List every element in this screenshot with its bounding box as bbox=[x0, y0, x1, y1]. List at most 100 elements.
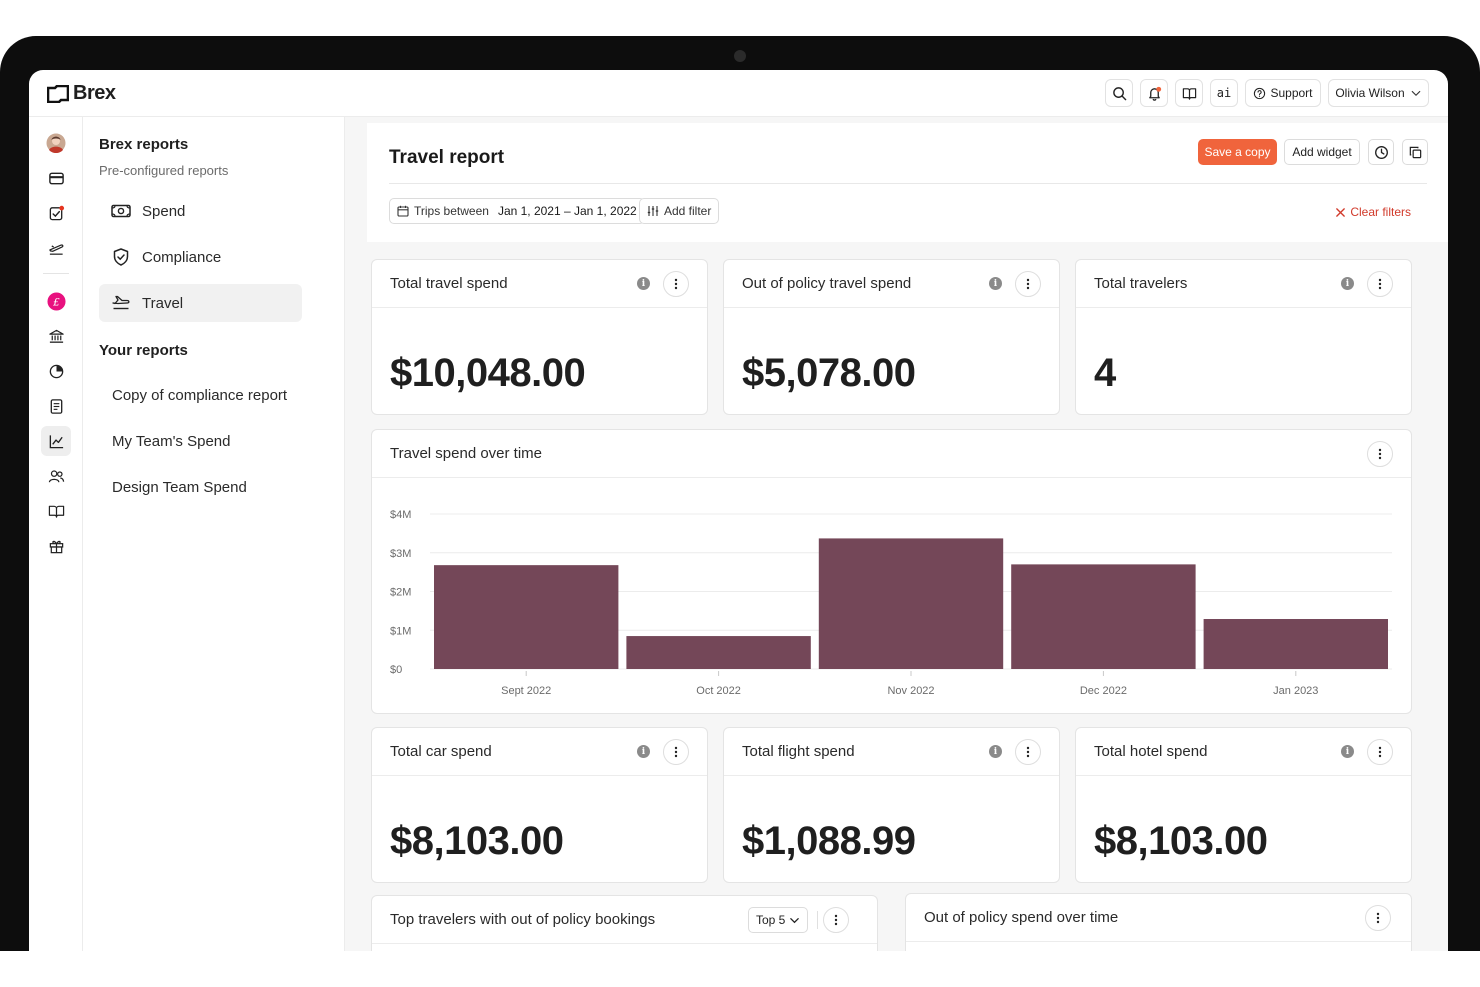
rail-accounting[interactable]: £ bbox=[41, 286, 71, 316]
guides-button[interactable] bbox=[1175, 79, 1203, 107]
brand-logo[interactable]: Brex bbox=[47, 82, 116, 105]
nav-item-design-team-spend[interactable]: Design Team Spend bbox=[99, 468, 302, 506]
rail-banking[interactable] bbox=[41, 321, 71, 351]
nav-item-compliance[interactable]: Compliance bbox=[99, 238, 302, 276]
ai-label: ai bbox=[1216, 86, 1232, 100]
duplicate-button[interactable] bbox=[1402, 139, 1428, 165]
add-widget-button[interactable]: Add widget bbox=[1284, 139, 1360, 165]
bank-icon bbox=[48, 329, 64, 343]
rail-guides[interactable] bbox=[41, 496, 71, 526]
rail-reports[interactable] bbox=[41, 426, 71, 456]
x-tick-label: Oct 2022 bbox=[696, 685, 741, 697]
rail-tasks[interactable] bbox=[41, 198, 71, 228]
user-name: Olivia Wilson bbox=[1335, 86, 1405, 100]
calendar-icon bbox=[397, 205, 409, 217]
camera bbox=[734, 50, 746, 62]
card-menu-button[interactable] bbox=[1367, 271, 1393, 297]
clear-filters-button[interactable]: Clear filters bbox=[1335, 205, 1411, 219]
book-open-icon bbox=[1182, 87, 1196, 100]
task-check-icon bbox=[49, 205, 64, 220]
guide-book-icon bbox=[48, 505, 64, 518]
bar bbox=[818, 538, 1004, 669]
nav-item-copy-compliance[interactable]: Copy of compliance report bbox=[99, 376, 302, 414]
info-icon[interactable]: i bbox=[1341, 745, 1354, 758]
avatar[interactable] bbox=[41, 128, 71, 158]
rail-rewards[interactable] bbox=[41, 531, 71, 561]
card-menu-button[interactable] bbox=[663, 739, 689, 765]
report-canvas: Travel report Save a copy Add widget Tri… bbox=[345, 117, 1448, 951]
add-widget-label: Add widget bbox=[1292, 145, 1352, 159]
search-button[interactable] bbox=[1105, 79, 1133, 107]
card-title: Out of policy travel spend bbox=[742, 275, 912, 292]
nav-item-spend[interactable]: Spend bbox=[99, 192, 302, 230]
brex-logo-icon bbox=[47, 84, 69, 103]
card-menu-button[interactable] bbox=[1015, 271, 1041, 297]
metric-card-total-hotel-spend: Total hotel spend i $8,103.00 bbox=[1075, 727, 1412, 883]
brex-reports-heading: Brex reports bbox=[99, 136, 189, 153]
bar bbox=[626, 636, 811, 669]
rail-travel[interactable] bbox=[41, 233, 71, 263]
filter-prefix: Trips between bbox=[414, 204, 489, 218]
info-icon[interactable]: i bbox=[1341, 277, 1354, 290]
card-menu-button[interactable] bbox=[663, 271, 689, 297]
ai-assistant-button[interactable]: ai bbox=[1210, 79, 1238, 107]
reports-chart-icon bbox=[49, 434, 63, 448]
top-count-value: Top 5 bbox=[756, 913, 786, 927]
bar bbox=[1203, 619, 1388, 669]
y-tick-label: $4M bbox=[390, 509, 411, 521]
date-filter-chip[interactable]: Trips between Jan 1, 2021 – Jan 1, 2022 bbox=[389, 198, 645, 224]
history-button[interactable] bbox=[1368, 139, 1394, 165]
info-icon[interactable]: i bbox=[989, 745, 1002, 758]
nav-item-label: Spend bbox=[142, 202, 186, 220]
rail-cards[interactable] bbox=[41, 163, 71, 193]
filter-sliders-icon bbox=[647, 206, 659, 216]
clock-icon bbox=[1374, 145, 1388, 159]
info-icon[interactable]: i bbox=[637, 277, 650, 290]
y-tick-label: $0 bbox=[390, 664, 402, 676]
metric-value: $1,088.99 bbox=[742, 819, 916, 863]
more-vertical-icon bbox=[1026, 278, 1030, 290]
top-count-select[interactable]: Top 5 bbox=[748, 907, 809, 933]
info-icon[interactable]: i bbox=[989, 277, 1002, 290]
more-vertical-icon bbox=[1378, 746, 1382, 758]
card-menu-button[interactable] bbox=[1367, 739, 1393, 765]
report-header: Travel report Save a copy Add widget Tri… bbox=[367, 123, 1448, 242]
plane-icon bbox=[112, 295, 130, 310]
metric-card-total-car-spend: Total car spend i $8,103.00 bbox=[371, 727, 708, 883]
card-menu-button[interactable] bbox=[823, 907, 849, 933]
notifications-button[interactable] bbox=[1140, 79, 1168, 107]
card-menu-button[interactable] bbox=[1367, 441, 1393, 467]
rail-divider bbox=[43, 273, 69, 274]
info-icon[interactable]: i bbox=[637, 745, 650, 758]
card-title: Total travelers bbox=[1094, 275, 1188, 292]
svg-text:£: £ bbox=[52, 296, 60, 308]
card-header: Total travelers i bbox=[1076, 260, 1411, 308]
user-menu-button[interactable]: Olivia Wilson bbox=[1328, 79, 1429, 107]
rail-documents[interactable] bbox=[41, 391, 71, 421]
support-label: Support bbox=[1270, 86, 1313, 100]
add-filter-button[interactable]: Add filter bbox=[639, 198, 720, 224]
card-title: Top travelers with out of policy booking… bbox=[390, 911, 656, 928]
card-header: Out of policy travel spend i bbox=[724, 260, 1059, 308]
card-title: Travel spend over time bbox=[390, 445, 543, 462]
nav-item-my-team-spend[interactable]: My Team's Spend bbox=[99, 422, 302, 460]
copy-icon bbox=[1409, 146, 1421, 158]
card-menu-button[interactable] bbox=[1365, 905, 1391, 931]
save-copy-button[interactable]: Save a copy bbox=[1198, 139, 1277, 165]
card-header: Total flight spend i bbox=[724, 728, 1059, 776]
nav-item-label: Compliance bbox=[142, 248, 222, 266]
travel-spend-bar-chart: $0 $1M $2M $3M $4M Sept 2022 Oct 2022 Nov 2022 D… bbox=[390, 509, 1392, 697]
card-menu-button[interactable] bbox=[1015, 739, 1041, 765]
card-title: Total hotel spend bbox=[1094, 743, 1208, 760]
accounting-icon: £ bbox=[46, 291, 66, 311]
more-vertical-icon bbox=[1376, 912, 1380, 924]
support-button[interactable]: Support bbox=[1245, 79, 1321, 107]
y-tick-label: $2M bbox=[390, 587, 411, 599]
rail-team[interactable] bbox=[41, 461, 71, 491]
nav-item-travel[interactable]: Travel bbox=[99, 284, 302, 322]
app-window: Brex ai Support Olivia Wilson bbox=[29, 70, 1448, 951]
metric-value: $5,078.00 bbox=[742, 351, 916, 395]
rail-budgets[interactable] bbox=[41, 356, 71, 386]
card-title: Out of policy spend over time bbox=[924, 909, 1119, 926]
metric-card-total-travel-spend: Total travel spend i $10,048.00 bbox=[371, 259, 708, 415]
